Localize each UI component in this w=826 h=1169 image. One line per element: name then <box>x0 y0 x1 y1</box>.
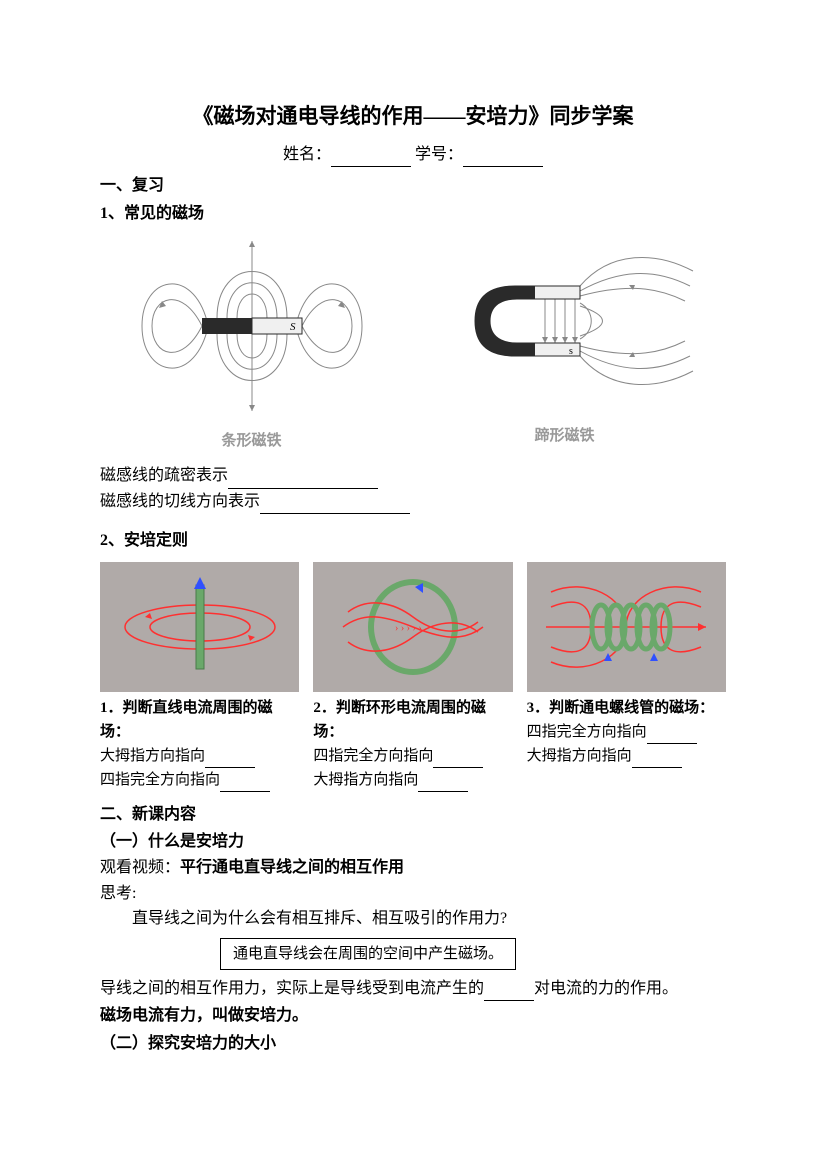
density-blank <box>228 471 378 489</box>
section-1-heading: 一、复习 <box>100 173 726 199</box>
id-blank <box>463 149 543 167</box>
ampere-1-l1: 大拇指方向指向 <box>100 744 299 768</box>
straight-wire-img <box>100 562 299 692</box>
section-1-sub2: 2、安培定则 <box>100 528 726 554</box>
loop-wire-img: › › › › › <box>313 562 512 692</box>
ampere-3-title: 3．判断通电螺线管的磁场： <box>527 696 726 720</box>
name-label: 姓名： <box>283 146 331 163</box>
ampere-3-l2: 大拇指方向指向 <box>527 744 726 768</box>
section-2-heading: 二、新课内容 <box>100 802 726 828</box>
part-1-heading: （一）什么是安培力 <box>100 829 726 855</box>
ampere-col-1: 1．判断直线电流周围的磁场： 大拇指方向指向 四指完全方向指向 <box>100 562 299 792</box>
section-1-sub1: 1、常见的磁场 <box>100 201 726 227</box>
name-blank <box>331 149 411 167</box>
ampere-2-l2: 大拇指方向指向 <box>313 768 512 792</box>
horseshoe-svg: s <box>435 241 695 411</box>
svg-text:S: S <box>290 321 296 333</box>
ampere-2-title: 2．判断环形电流周围的磁场： <box>313 696 512 744</box>
ampere-col-3: 3．判断通电螺线管的磁场： 四指完全方向指向 大拇指方向指向 <box>527 562 726 792</box>
bar-magnet-caption: 条形磁铁 <box>132 429 372 453</box>
ampere-col-2: › › › › › 2．判断环形电流周围的磁场： 四指完全方向指向 大拇指方向指… <box>313 562 512 792</box>
ampere-definition: 磁场电流有力，叫做安培力。 <box>100 1003 726 1029</box>
svg-text:› › › › ›: › › › › › <box>395 623 422 634</box>
name-id-line: 姓名： 学号： <box>100 142 726 168</box>
solenoid-img <box>527 562 726 692</box>
density-text: 磁感线的疏密表示 <box>100 467 228 484</box>
conclusion-a: 导线之间的相互作用力，实际上是导线受到电流产生的 <box>100 980 484 997</box>
horseshoe-caption: 蹄形磁铁 <box>435 424 695 448</box>
bar-magnet-figure: S 条形磁铁 <box>132 236 372 453</box>
horseshoe-magnet-figure: s 蹄形磁铁 <box>435 241 695 448</box>
ampere-rule-row: 1．判断直线电流周围的磁场： 大拇指方向指向 四指完全方向指向 › › › › … <box>100 562 726 792</box>
doc-title: 《磁场对通电导线的作用——安培力》同步学案 <box>100 100 726 134</box>
watch-video: 观看视频：平行通电直导线之间的相互作用 <box>100 855 726 881</box>
id-label: 学号： <box>415 146 463 163</box>
ampere-1-title: 1．判断直线电流周围的磁场： <box>100 696 299 744</box>
think-question: 直导线之间为什么会有相互排斥、相互吸引的作用力? <box>100 906 726 932</box>
conclusion-line: 导线之间的相互作用力，实际上是导线受到电流产生的 对电流的力的作用。 <box>100 976 726 1002</box>
ampere-2-l1: 四指完全方向指向 <box>313 744 512 768</box>
watch-label: 观看视频： <box>100 859 180 876</box>
magnet-figures: S 条形磁铁 <box>100 236 726 453</box>
part-2-heading: （二）探究安培力的大小 <box>100 1031 726 1057</box>
conclusion-b: 对电流的力的作用。 <box>534 980 678 997</box>
conclusion-blank <box>484 983 534 1001</box>
watch-title: 平行通电直导线之间的相互作用 <box>180 859 404 876</box>
tangent-blank <box>260 496 410 514</box>
think-label: 思考: <box>100 881 726 907</box>
tangent-text: 磁感线的切线方向表示 <box>100 493 260 510</box>
tangent-line: 磁感线的切线方向表示 <box>100 489 726 515</box>
density-line: 磁感线的疏密表示 <box>100 463 726 489</box>
bar-magnet-svg: S <box>132 236 372 416</box>
svg-text:s: s <box>569 346 573 357</box>
ampere-1-l2: 四指完全方向指向 <box>100 768 299 792</box>
boxed-statement: 通电直导线会在周围的空间中产生磁场。 <box>220 938 516 970</box>
ampere-3-l1: 四指完全方向指向 <box>527 720 726 744</box>
